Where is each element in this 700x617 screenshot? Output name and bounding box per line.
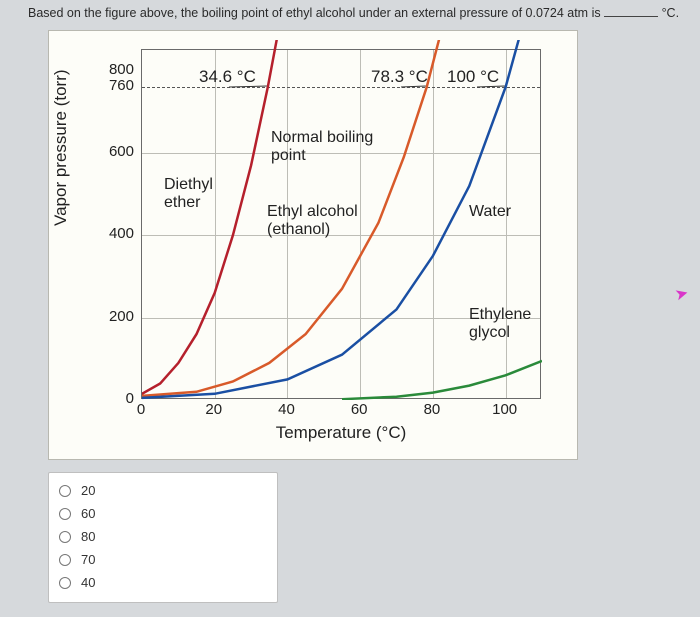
option-label: 60 [81, 506, 95, 521]
chart-text-annotation: Water [469, 203, 511, 221]
question-prefix: Based on the figure above, the boiling p… [28, 6, 604, 20]
y-tick-label: 0 [94, 390, 134, 407]
series-ethylene-glycol [342, 361, 542, 399]
option-row[interactable]: 40 [59, 571, 267, 594]
radio-icon [59, 577, 71, 589]
bp-annotation: 100 °C [447, 67, 499, 87]
chart-text-annotation: Ethyl alcohol (ethanol) [267, 203, 358, 240]
question-text: Based on the figure above, the boiling p… [28, 6, 690, 20]
option-row[interactable]: 70 [59, 548, 267, 571]
x-axis-label: Temperature (°C) [141, 423, 541, 443]
y-axis-label: Vapor pressure (torr) [51, 69, 71, 226]
radio-icon [59, 508, 71, 520]
bp-annotation: 34.6 °C [199, 67, 256, 87]
vapor-pressure-chart: Vapor pressure (torr) Temperature (°C) 0… [48, 30, 578, 460]
y-tick-label: 760 [94, 77, 134, 94]
x-tick-label: 20 [199, 401, 229, 418]
chart-text-annotation: Ethylene glycol [469, 306, 531, 343]
cursor-icon: ➤ [672, 283, 690, 306]
y-tick-label: 600 [94, 143, 134, 160]
option-label: 20 [81, 483, 95, 498]
option-row[interactable]: 60 [59, 502, 267, 525]
option-label: 70 [81, 552, 95, 567]
x-tick-label: 100 [490, 401, 520, 418]
chart-text-annotation: Normal boiling point [271, 129, 373, 166]
radio-icon [59, 554, 71, 566]
x-tick-label: 40 [271, 401, 301, 418]
y-tick-label: 400 [94, 225, 134, 242]
option-row[interactable]: 20 [59, 479, 267, 502]
radio-icon [59, 531, 71, 543]
x-tick-label: 60 [344, 401, 374, 418]
question-unit: °C. [662, 6, 680, 20]
bp-annotation: 78.3 °C [371, 67, 428, 87]
y-tick-label: 800 [94, 61, 134, 78]
radio-icon [59, 485, 71, 497]
answer-blank [604, 7, 658, 17]
y-tick-label: 200 [94, 308, 134, 325]
option-row[interactable]: 80 [59, 525, 267, 548]
chart-text-annotation: Diethyl ether [164, 176, 213, 213]
x-tick-label: 80 [417, 401, 447, 418]
option-label: 40 [81, 575, 95, 590]
option-label: 80 [81, 529, 95, 544]
answer-options: 20 60 80 70 40 [48, 472, 278, 603]
